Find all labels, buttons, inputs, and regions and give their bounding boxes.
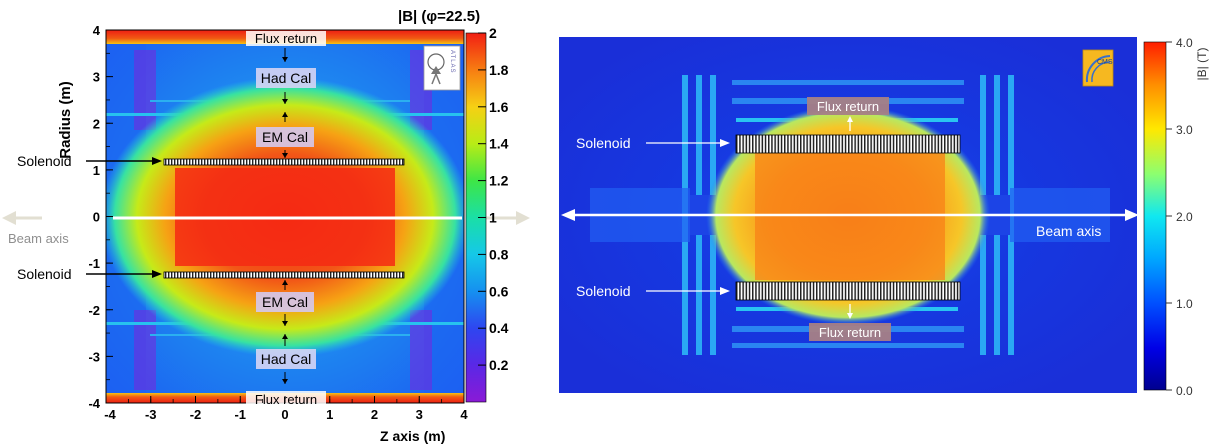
atlas-colorbar-tick-label: 1.4 [489, 136, 509, 152]
atlas-x-tick-label: -3 [145, 407, 157, 422]
cms-label-flux-return-top: Flux return [817, 99, 879, 114]
atlas-y-tick-label: -2 [88, 303, 100, 318]
atlas-y-tick-label: 0 [93, 210, 100, 225]
atlas-label-had-cal-bottom: Had Cal [261, 351, 312, 367]
atlas-y-tick-label: -3 [88, 349, 100, 364]
atlas-x-axis-label: Z axis (m) [380, 428, 445, 444]
atlas-colorbar-tick-label: 0.2 [489, 357, 509, 373]
atlas-x-tick-label: 3 [416, 407, 423, 422]
atlas-y-tick-label: -4 [88, 396, 100, 411]
cms-logo: CMS [1082, 49, 1114, 87]
atlas-x-tick-label: 1 [326, 407, 333, 422]
cms-colorbar-tick-label: 0.0 [1176, 384, 1193, 398]
cms-colorbar-tick-label: 4.0 [1176, 36, 1193, 50]
atlas-colorbar-tick-label: 1 [489, 210, 497, 226]
atlas-x-tick-label: 2 [371, 407, 378, 422]
atlas-x-tick-label: 4 [460, 407, 468, 422]
atlas-chart-title: |B| (φ=22.5) [398, 8, 480, 25]
cms-colorbar-tick-label: 2.0 [1176, 210, 1193, 224]
atlas-colorbar-tick-label: 1.2 [489, 173, 509, 189]
atlas-y-tick-label: -1 [88, 256, 100, 271]
atlas-y-tick-label: 3 [93, 70, 100, 85]
cms-colorbar [1143, 41, 1167, 391]
atlas-colorbar-tick-label: 2 [489, 25, 497, 41]
atlas-x-tick-label: -4 [104, 407, 116, 422]
atlas-beam-axis-arrow-left [2, 211, 42, 225]
atlas-colorbar-tick-label: 1.8 [489, 62, 509, 78]
cms-colorbar-label: |B| (T) [1195, 48, 1209, 81]
atlas-label-em-cal-top: EM Cal [262, 129, 308, 145]
atlas-x-tick-label: 0 [281, 407, 288, 422]
atlas-colorbar-tick-label: 0.8 [489, 246, 509, 262]
cms-colorbar-tick-label: 1.0 [1176, 297, 1193, 311]
atlas-y-axis-label: Radius (m) [57, 81, 74, 159]
atlas-y-tick-label: 2 [93, 116, 100, 131]
atlas-x-tick-label: -2 [190, 407, 202, 422]
atlas-colorbar-tick-label: 0.4 [489, 320, 509, 336]
atlas-label-solenoid-top: Solenoid [17, 153, 72, 169]
atlas-label-solenoid-bottom: Solenoid [17, 266, 72, 282]
cms-label-solenoid-bottom: Solenoid [576, 283, 631, 299]
atlas-label-had-cal-top: Had Cal [261, 70, 312, 86]
cms-colorbar-tick-label: 3.0 [1176, 123, 1193, 137]
atlas-y-tick-label: 4 [93, 23, 101, 38]
cms-label-flux-return-bottom: Flux return [819, 325, 881, 340]
cms-plot-area [559, 37, 1137, 393]
cms-label-solenoid-top: Solenoid [576, 135, 631, 151]
cms-label-beam-axis: Beam axis [1036, 223, 1101, 239]
atlas-logo: ATLAS [423, 45, 461, 91]
atlas-logo-text: ATLAS [449, 50, 455, 74]
cms-logo-text: CMS [1097, 59, 1113, 66]
atlas-solenoid-top-coil [163, 158, 405, 166]
atlas-label-flux-return-bottom: Flux return [255, 392, 317, 407]
atlas-field-map: Flux return Had Cal EM Cal Solenoid Beam… [2, 8, 530, 444]
atlas-label-em-cal-bottom: EM Cal [262, 294, 308, 310]
atlas-solenoid-bottom-coil [163, 271, 405, 279]
atlas-colorbar-tick-label: 0.6 [489, 283, 509, 299]
atlas-x-tick-label: -1 [234, 407, 246, 422]
cms-solenoid-top-coil [735, 134, 961, 154]
atlas-label-beam-axis: Beam axis [8, 231, 69, 246]
cms-beam-axis-arrow [561, 209, 1139, 221]
atlas-label-flux-return-top: Flux return [255, 31, 317, 46]
cms-solenoid-bottom-coil [735, 281, 961, 301]
atlas-y-tick-label: 1 [93, 163, 100, 178]
atlas-colorbar-tick-label: 1.6 [489, 99, 509, 115]
